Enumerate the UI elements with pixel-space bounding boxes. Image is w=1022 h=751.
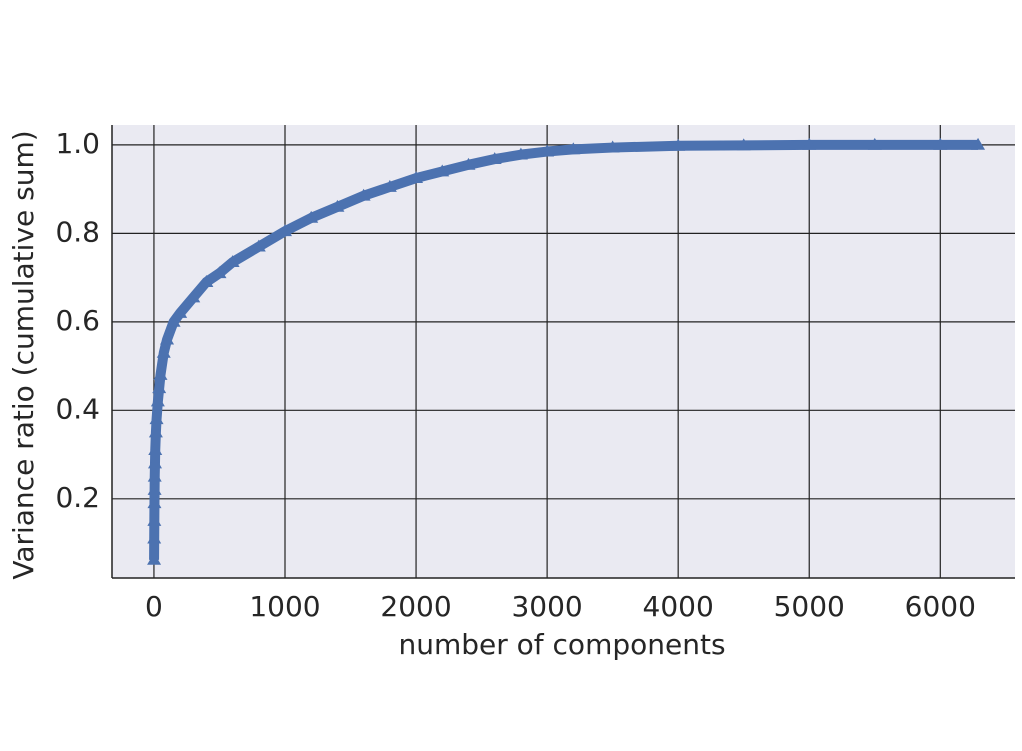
marker: [356, 188, 371, 201]
plot-area: [112, 125, 1015, 578]
y-tick-label: 0.8: [55, 215, 100, 248]
marker: [566, 142, 581, 155]
marker: [671, 138, 686, 151]
y-tick-label: 0.2: [55, 481, 100, 514]
marker: [147, 496, 162, 509]
marker: [150, 394, 165, 407]
y-tick-label: 1.0: [55, 127, 100, 160]
x-tick-label: 4000: [643, 590, 714, 623]
marker: [147, 469, 162, 482]
marker: [435, 164, 450, 177]
marker: [605, 140, 620, 153]
marker: [304, 210, 319, 223]
y-tick-label: 0.6: [55, 304, 100, 337]
marker: [251, 239, 266, 252]
marker: [166, 314, 181, 327]
marker: [147, 456, 162, 469]
marker: [149, 412, 164, 425]
marker: [802, 137, 817, 150]
marker: [513, 147, 528, 160]
marker: [186, 290, 201, 303]
x-tick-label: 3000: [511, 590, 582, 623]
marker: [153, 367, 168, 380]
marker: [156, 345, 171, 358]
x-tick-label: 2000: [380, 590, 451, 623]
marker: [199, 275, 214, 287]
x-tick-label: 5000: [774, 590, 845, 623]
marker: [147, 513, 162, 526]
marker: [147, 482, 162, 495]
x-tick-label: 0: [145, 590, 163, 623]
marker: [148, 425, 163, 438]
marker: [330, 199, 345, 212]
marker: [540, 144, 555, 157]
marker: [152, 381, 167, 394]
x-axis-label: number of components: [398, 628, 725, 661]
marker: [277, 224, 292, 237]
marker: [160, 332, 175, 345]
marker: [147, 531, 162, 544]
marker: [148, 443, 163, 456]
marker: [382, 179, 397, 192]
marker: [487, 152, 502, 164]
y-axis-label: Variance ratio (cumulative sum): [7, 130, 40, 579]
marker: [225, 255, 240, 268]
marker: [971, 137, 986, 150]
marker: [736, 138, 751, 151]
marker: [461, 157, 476, 170]
marker: [173, 306, 188, 318]
marker: [147, 552, 162, 565]
marker: [867, 137, 882, 150]
x-tick-label: 1000: [249, 590, 320, 623]
marker: [212, 266, 227, 279]
x-tick-label: 6000: [905, 590, 976, 623]
marker: [409, 171, 424, 183]
marker: [933, 137, 948, 150]
y-tick-label: 0.4: [55, 392, 100, 425]
